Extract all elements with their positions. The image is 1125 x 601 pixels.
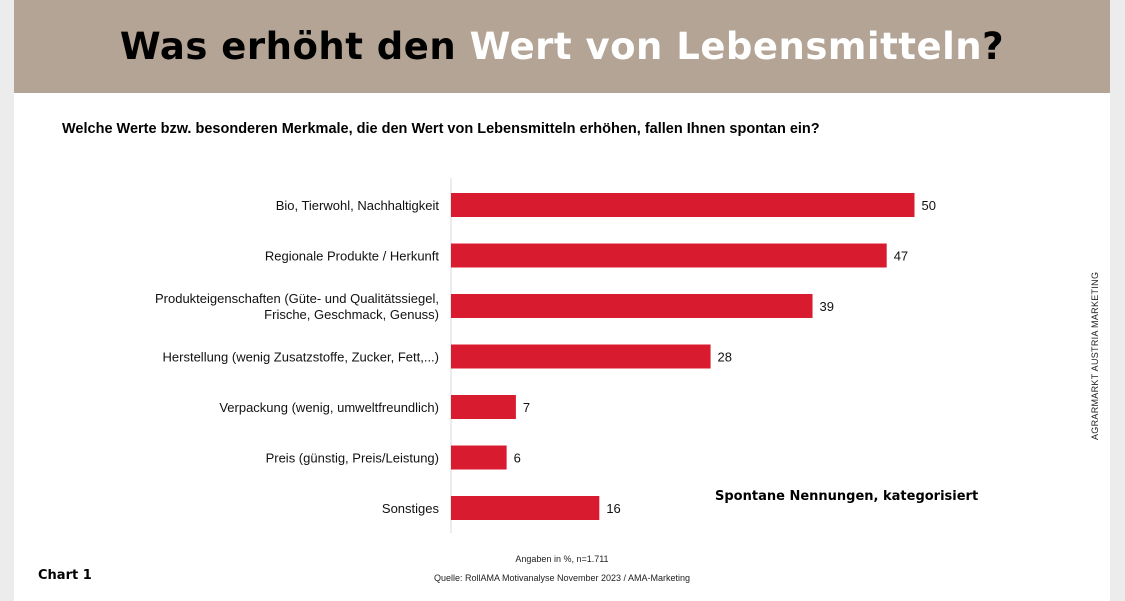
- footnote-sample: Angaben in %, n=1.711: [515, 554, 609, 564]
- data-label: 39: [820, 299, 834, 314]
- title-part-1: Was erhöht den: [119, 25, 470, 68]
- bar-chart: 50 Bio, Tierwohl, Nachhaltigkeit 47 Regiona…: [155, 178, 936, 533]
- category-label-line: Regionale Produkte / Herkunft: [265, 249, 440, 264]
- category-label: Herstellung (wenig Zusatzstoffe, Zucker,…: [163, 350, 439, 365]
- category-label: Produkteigenschaften (Güte- und Qualität…: [155, 291, 439, 322]
- data-label: 6: [514, 451, 521, 466]
- category-label-line: Preis (günstig, Preis/Leistung): [266, 451, 439, 466]
- bar: [451, 496, 600, 520]
- category-label-line: Produkteigenschaften (Güte- und Qualität…: [155, 291, 439, 306]
- title-part-4: ?: [982, 25, 1005, 68]
- chart-number: Chart 1: [38, 568, 92, 583]
- page-title: Was erhöht den Wert von Lebensmitteln?: [120, 25, 1004, 68]
- data-label: 47: [894, 249, 908, 264]
- side-credit: AGRARMARKT AUSTRIA MARKETING: [1090, 271, 1100, 440]
- category-label-line: Sonstiges: [382, 501, 440, 516]
- bar: [451, 395, 516, 419]
- category-label: Sonstiges: [382, 501, 440, 516]
- category-label-line: Bio, Tierwohl, Nachhaltigkeit: [276, 198, 440, 213]
- category-label: Regionale Produkte / Herkunft: [265, 249, 440, 264]
- title-banner: Was erhöht den Wert von Lebensmitteln?: [14, 0, 1110, 93]
- footnote-source: Quelle: RollAMA Motivanalyse November 20…: [433, 573, 691, 583]
- bar: [451, 445, 507, 470]
- title-part-2: Wert von: [469, 25, 677, 68]
- data-label: 50: [922, 198, 936, 213]
- bar: [451, 193, 915, 217]
- bar: [451, 344, 711, 369]
- bar: [451, 294, 813, 318]
- category-label: Preis (günstig, Preis/Leistung): [266, 451, 439, 466]
- category-label-line: Herstellung (wenig Zusatzstoffe, Zucker,…: [163, 350, 439, 365]
- category-label: Verpackung (wenig, umweltfreundlich): [219, 400, 439, 415]
- survey-question: Welche Werte bzw. besonderen Merkmale, d…: [62, 121, 820, 137]
- data-label: 16: [606, 501, 620, 516]
- category-label-line: Frische, Geschmack, Genuss): [264, 307, 439, 322]
- title-part-3: Lebensmitteln: [676, 25, 983, 68]
- data-label: 7: [523, 400, 530, 415]
- slide: Was erhöht den Wert von Lebensmitteln? W…: [14, 0, 1110, 601]
- chart-note: Spontane Nennungen, kategorisiert: [715, 489, 979, 504]
- bar: [451, 243, 887, 268]
- category-label: Bio, Tierwohl, Nachhaltigkeit: [276, 198, 440, 213]
- category-label-line: Verpackung (wenig, umweltfreundlich): [219, 400, 439, 415]
- data-label: 28: [718, 350, 732, 365]
